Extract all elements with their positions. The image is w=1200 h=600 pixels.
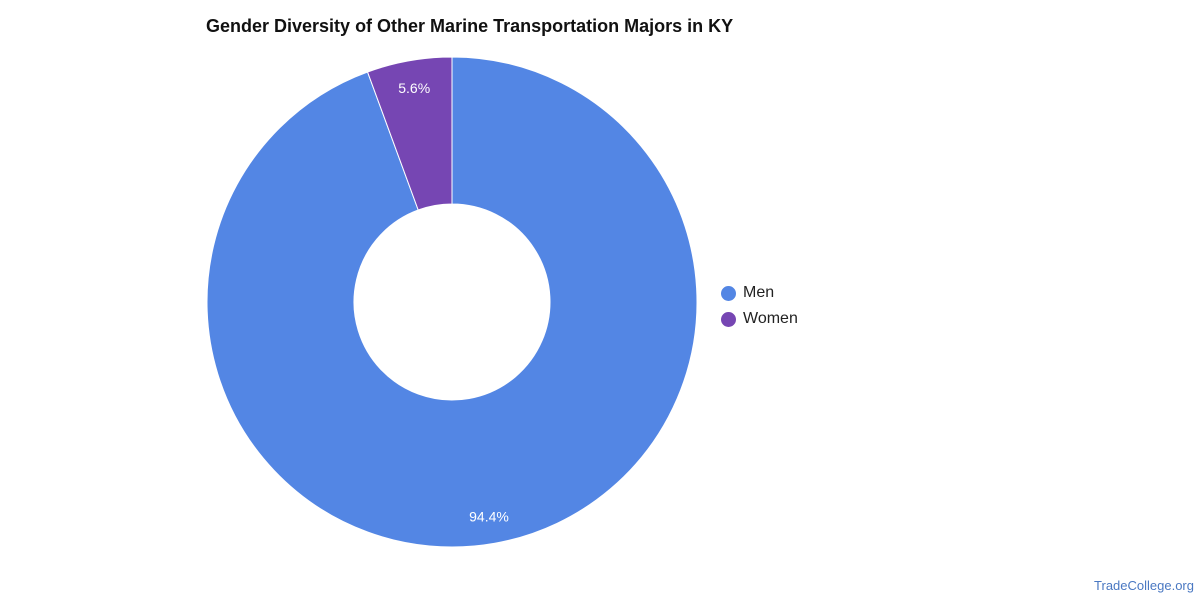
donut-slices xyxy=(206,56,698,548)
watermark-link[interactable]: TradeCollege.org xyxy=(1094,578,1194,593)
legend-label-men: Men xyxy=(743,284,775,301)
legend-label-women: Women xyxy=(743,310,798,327)
donut-slice-women[interactable] xyxy=(366,56,453,211)
donut-slice-labels: 94.4% 5.6% xyxy=(398,80,509,525)
legend-swatch-men xyxy=(721,285,736,301)
chart-title: Gender Diversity of Other Marine Transpo… xyxy=(206,16,734,36)
slice-label-men: 94.4% xyxy=(469,509,509,525)
legend-item-women[interactable]: Women xyxy=(721,306,798,332)
chart-legend: Men Women xyxy=(721,280,798,332)
legend-item-men[interactable]: Men xyxy=(721,280,798,306)
donut-slice-men[interactable] xyxy=(206,56,698,548)
slice-label-women: 5.6% xyxy=(398,80,430,96)
legend-swatch-women xyxy=(721,311,736,327)
